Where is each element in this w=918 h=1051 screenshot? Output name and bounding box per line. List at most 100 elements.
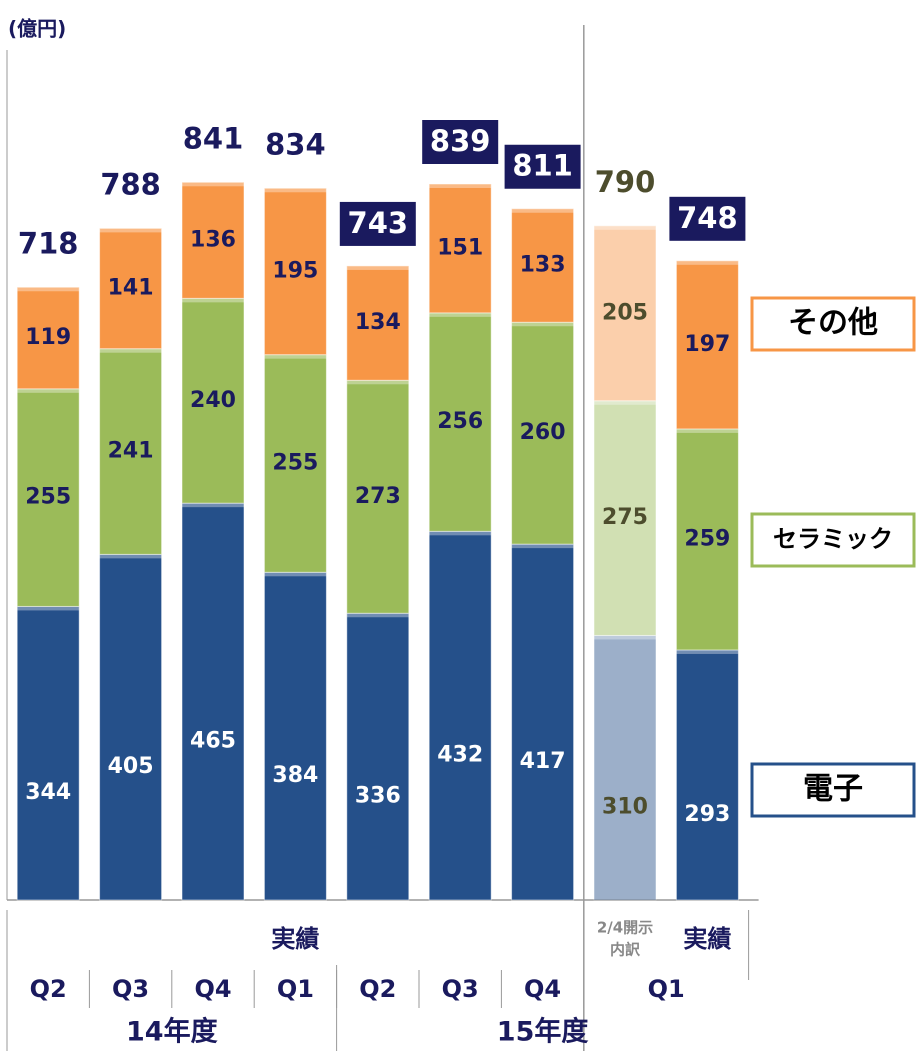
segment-highlight: [429, 312, 492, 317]
bar-segment: [511, 321, 575, 545]
bar-segment: [511, 208, 575, 323]
legend-label: その他: [788, 306, 878, 341]
segment-highlight: [676, 428, 739, 433]
segment-highlight: [511, 544, 574, 549]
bar-segment: [511, 543, 575, 901]
data-label: 141: [108, 276, 154, 301]
data-label: 134: [355, 310, 401, 335]
bar-stack: [593, 225, 657, 901]
sub-label: 実績: [683, 925, 731, 953]
data-label: 136: [190, 227, 236, 252]
total-label: 790: [595, 165, 656, 199]
segment-highlight: [17, 287, 80, 292]
bar-stack: [263, 187, 327, 901]
data-label: 417: [520, 749, 566, 774]
x-tick-label: Q2: [30, 975, 67, 1003]
segment-highlight: [264, 354, 327, 359]
segment-highlight: [511, 208, 574, 213]
bar-segment: [263, 354, 327, 573]
total-label: 834: [265, 127, 326, 161]
legend-box: [750, 512, 916, 568]
segment-highlight: [346, 613, 409, 618]
bar-stack: [346, 265, 410, 901]
bar-segment: [593, 225, 657, 402]
data-label: 273: [355, 484, 401, 509]
x-tick-label: Q4: [524, 975, 561, 1003]
total-box: [504, 144, 581, 189]
bar-segment: [181, 502, 245, 901]
data-label: 275: [602, 505, 648, 530]
data-label: 133: [520, 252, 566, 277]
bar-segment: [428, 312, 492, 532]
data-label: 255: [272, 450, 318, 475]
legend-box: [750, 296, 916, 352]
total-label: 839: [430, 124, 491, 158]
x-tick-label: Q3: [442, 975, 479, 1003]
total-label: 743: [348, 206, 409, 240]
bar-segment: [428, 183, 492, 314]
bar-segment: [16, 605, 80, 901]
total-label: 811: [512, 149, 573, 183]
bar-stack: [181, 181, 245, 901]
legend-label: セラミック: [773, 525, 893, 553]
year-label: 14年度: [126, 1016, 218, 1048]
segment-highlight: [594, 400, 656, 405]
bar-stack: [16, 286, 80, 901]
segment-highlight: [182, 182, 244, 187]
x-tick-label: Q1: [648, 975, 685, 1003]
total-label: 841: [183, 121, 244, 155]
data-label: 259: [684, 526, 730, 551]
bar-segment: [99, 553, 163, 901]
sub-label: 2/4開示: [597, 919, 653, 937]
segment-highlight: [264, 188, 327, 193]
x-tick-label: Q3: [112, 975, 149, 1003]
bar-segment: [346, 265, 410, 381]
year-label: 15年度: [497, 1016, 589, 1048]
segment-highlight: [182, 503, 244, 508]
bar-segment: [99, 227, 163, 350]
data-label: 293: [684, 802, 730, 827]
data-label: 119: [25, 325, 71, 350]
legend-box: [750, 762, 916, 818]
total-label: 748: [677, 201, 738, 235]
segment-highlight: [346, 380, 409, 385]
bar-segment: [428, 530, 492, 901]
total-box: [422, 119, 499, 164]
x-tick-label: Q2: [359, 975, 396, 1003]
bar-segment: [263, 187, 327, 356]
segment-highlight: [511, 322, 574, 327]
segment-highlight: [676, 649, 739, 654]
data-label: 255: [25, 485, 71, 510]
data-label: 384: [272, 763, 318, 788]
x-tick-label: Q4: [194, 975, 231, 1003]
data-label: 256: [437, 409, 483, 434]
data-label: 205: [602, 300, 648, 325]
data-label: 465: [190, 729, 236, 754]
data-label: 310: [602, 795, 648, 820]
segment-highlight: [429, 531, 492, 536]
total-label: 718: [18, 226, 79, 260]
data-label: 336: [355, 784, 401, 809]
y-axis-label: (億円): [8, 17, 66, 41]
segment-highlight: [99, 554, 162, 559]
segment-highlight: [182, 298, 244, 303]
bar-segment: [593, 400, 657, 636]
legend-label: 電子: [803, 772, 863, 807]
data-label: 260: [520, 420, 566, 445]
bar-stack: [511, 208, 575, 901]
segment-highlight: [17, 606, 80, 611]
segment-highlight: [346, 265, 409, 270]
segment-highlight: [99, 228, 162, 233]
data-label: 405: [108, 754, 154, 779]
total-label: 788: [100, 167, 161, 201]
bar-segment: [675, 649, 739, 901]
bar-segment: [675, 260, 739, 430]
total-box: [339, 201, 416, 246]
bar-segment: [16, 388, 80, 607]
segment-highlight: [676, 260, 739, 265]
bar-segment: [593, 634, 657, 901]
segment-highlight: [594, 225, 656, 230]
data-label: 195: [272, 258, 318, 283]
segment-highlight: [264, 572, 327, 577]
